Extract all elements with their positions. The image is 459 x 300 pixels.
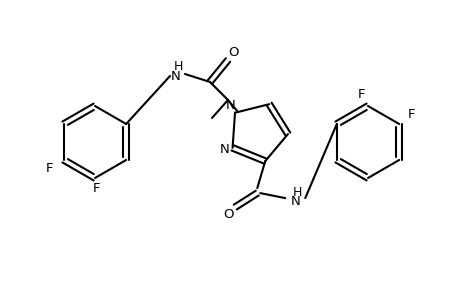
Text: F: F — [358, 88, 365, 100]
Text: H: H — [292, 186, 301, 199]
Text: F: F — [407, 107, 414, 121]
Text: O: O — [223, 208, 233, 220]
Text: H: H — [173, 59, 182, 73]
Text: N: N — [226, 99, 235, 112]
Text: F: F — [46, 161, 53, 175]
Text: O: O — [228, 46, 239, 59]
Text: N: N — [171, 70, 180, 83]
Text: N: N — [290, 195, 299, 208]
Text: N: N — [219, 143, 229, 156]
Text: F: F — [93, 182, 101, 194]
